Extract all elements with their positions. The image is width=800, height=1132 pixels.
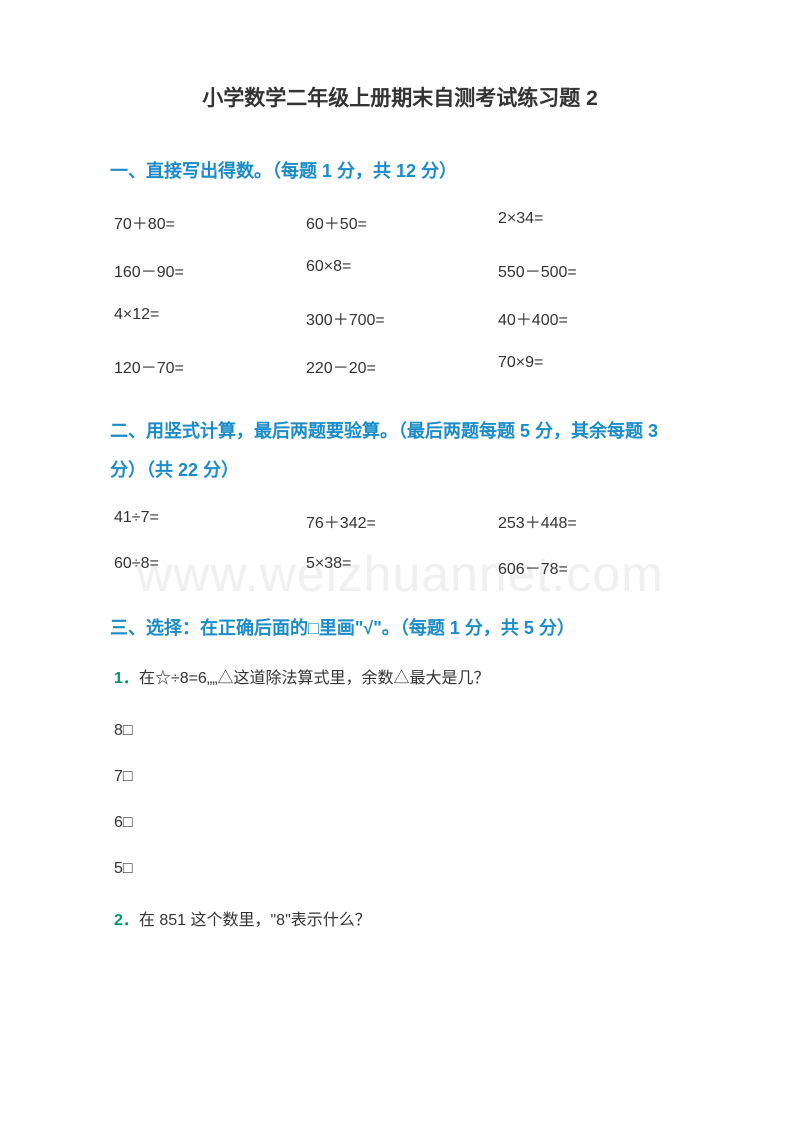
- math-problem: 60＋50=: [306, 210, 498, 234]
- document-page: 小学数学二年级上册期末自测考试练习题 2 一、直接写出得数。（每题 1 分，共 …: [0, 0, 800, 1004]
- math-problem: 160－90=: [114, 258, 306, 282]
- question-1: 1．在☆÷8=6„„△这道除法算式里，余数△最大是几？ 8□ 7□ 6□ 5□: [110, 666, 690, 878]
- section-3-heading: 三、选择：在正确后面的□里画"√"。（每题 1 分，共 5 分）: [110, 609, 690, 649]
- math-problem: 5×38=: [306, 555, 498, 579]
- question-text: 在☆÷8=6„„△这道除法算式里，余数△最大是几？: [139, 670, 490, 687]
- math-problem: 60÷8=: [114, 555, 306, 579]
- math-problem: 300＋700=: [306, 306, 498, 330]
- math-problem: 550－500=: [498, 258, 690, 282]
- math-problem: 4×12=: [114, 306, 306, 330]
- math-problem: 120－70=: [114, 354, 306, 378]
- section-2-heading: 二、用竖式计算，最后两题要验算。（最后两题每题 5 分，其余每题 3 分）（共 …: [110, 412, 690, 491]
- option: 5□: [110, 860, 690, 878]
- question-number: 1．: [114, 670, 139, 687]
- math-problem: 606－78=: [498, 555, 690, 579]
- question-2: 2．在 851 这个数里，"8"表示什么？: [110, 908, 690, 934]
- question-1-prompt: 1．在☆÷8=6„„△这道除法算式里，余数△最大是几？: [110, 666, 690, 692]
- math-problem: 60×8=: [306, 258, 498, 282]
- section-1-problems: 70＋80= 60＋50= 2×34= 160－90= 60×8= 550－50…: [110, 210, 690, 378]
- option: 8□: [110, 722, 690, 740]
- page-title: 小学数学二年级上册期末自测考试练习题 2: [110, 82, 690, 112]
- math-problem: 2×34=: [498, 210, 690, 234]
- question-2-prompt: 2．在 851 这个数里，"8"表示什么？: [110, 908, 690, 934]
- math-problem: 40＋400=: [498, 306, 690, 330]
- question-number: 2．: [114, 912, 139, 929]
- math-problem: 41÷7=: [114, 509, 306, 533]
- math-problem: 76＋342=: [306, 509, 498, 533]
- math-problem: 70＋80=: [114, 210, 306, 234]
- option: 6□: [110, 814, 690, 832]
- math-problem: 253＋448=: [498, 509, 690, 533]
- math-problem: 70×9=: [498, 354, 690, 378]
- math-problem: 220－20=: [306, 354, 498, 378]
- section-1-heading: 一、直接写出得数。（每题 1 分，共 12 分）: [110, 152, 690, 192]
- question-text: 在 851 这个数里，"8"表示什么？: [139, 912, 371, 929]
- option: 7□: [110, 768, 690, 786]
- section-2-problems: 41÷7= 76＋342= 253＋448= 60÷8= 5×38= 606－7…: [110, 509, 690, 579]
